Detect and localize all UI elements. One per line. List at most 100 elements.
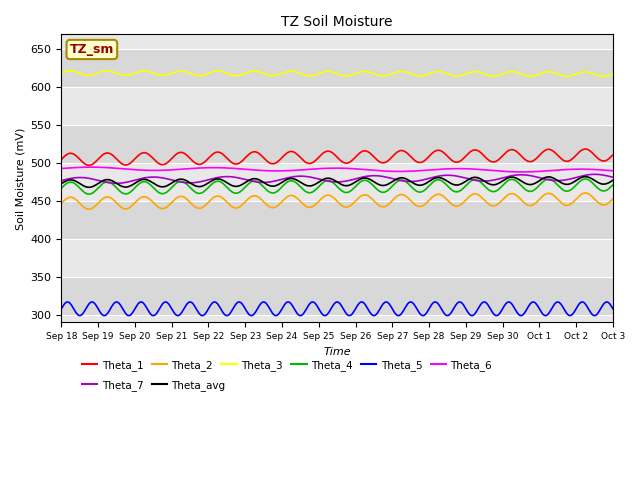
Theta_avg bbox=[357, 176, 365, 182]
Theta_avg bbox=[58, 181, 65, 187]
Theta_5 bbox=[358, 299, 366, 305]
Theta_1 bbox=[581, 146, 589, 152]
Y-axis label: Soil Moisture (mV): Soil Moisture (mV) bbox=[15, 127, 25, 229]
Theta_2 bbox=[58, 201, 65, 206]
Theta_7 bbox=[591, 171, 599, 177]
Theta_avg bbox=[511, 175, 518, 180]
X-axis label: Time: Time bbox=[323, 347, 351, 357]
Theta_5 bbox=[512, 307, 520, 313]
Theta_5 bbox=[388, 305, 396, 311]
Theta_4 bbox=[511, 177, 518, 183]
Theta_4 bbox=[598, 188, 605, 193]
Theta_avg bbox=[85, 184, 93, 190]
Theta_1 bbox=[511, 147, 518, 153]
Theta_4 bbox=[324, 178, 332, 183]
Theta_7 bbox=[357, 175, 365, 180]
Theta_6 bbox=[88, 164, 95, 170]
Theta_avg bbox=[581, 174, 589, 180]
Theta_2 bbox=[511, 192, 518, 197]
Theta_4 bbox=[321, 179, 328, 184]
Bar bbox=[61, 201, 613, 239]
Theta_3 bbox=[597, 73, 605, 79]
Line: Theta_6: Theta_6 bbox=[61, 167, 613, 172]
Theta_3 bbox=[324, 68, 332, 74]
Theta_6 bbox=[324, 166, 332, 171]
Theta_7 bbox=[598, 172, 605, 178]
Theta_4 bbox=[357, 179, 365, 184]
Theta_avg bbox=[598, 181, 605, 187]
Theta_2 bbox=[581, 190, 589, 196]
Theta_4 bbox=[609, 182, 617, 188]
Theta_4 bbox=[58, 185, 65, 191]
Line: Theta_7: Theta_7 bbox=[61, 174, 613, 183]
Theta_2 bbox=[321, 193, 328, 199]
Theta_1 bbox=[609, 152, 617, 158]
Line: Theta_1: Theta_1 bbox=[61, 149, 613, 165]
Theta_2 bbox=[85, 206, 93, 212]
Theta_7 bbox=[387, 175, 395, 181]
Theta_1 bbox=[598, 158, 605, 164]
Theta_4 bbox=[581, 176, 589, 182]
Line: Theta_2: Theta_2 bbox=[61, 193, 613, 209]
Bar bbox=[61, 239, 613, 277]
Theta_1 bbox=[85, 162, 93, 168]
Bar bbox=[61, 87, 613, 125]
Theta_3 bbox=[58, 70, 65, 76]
Theta_2 bbox=[357, 193, 365, 199]
Theta_7 bbox=[321, 178, 328, 183]
Theta_6 bbox=[387, 168, 395, 174]
Theta_avg bbox=[387, 180, 395, 185]
Theta_1 bbox=[324, 148, 332, 154]
Text: TZ_sm: TZ_sm bbox=[70, 43, 114, 56]
Theta_3 bbox=[321, 69, 328, 74]
Theta_avg bbox=[609, 178, 617, 183]
Theta_6 bbox=[609, 168, 617, 174]
Theta_7 bbox=[58, 178, 65, 183]
Bar bbox=[61, 163, 613, 201]
Theta_avg bbox=[324, 175, 332, 181]
Theta_5 bbox=[609, 306, 617, 312]
Theta_1 bbox=[58, 156, 65, 162]
Legend: Theta_7, Theta_avg: Theta_7, Theta_avg bbox=[77, 376, 230, 395]
Theta_5 bbox=[598, 304, 605, 310]
Theta_3 bbox=[357, 69, 365, 75]
Theta_6 bbox=[598, 167, 605, 173]
Theta_5 bbox=[325, 310, 333, 315]
Theta_4 bbox=[387, 185, 395, 191]
Theta_3 bbox=[600, 73, 608, 79]
Theta_6 bbox=[518, 169, 526, 175]
Theta_1 bbox=[357, 149, 365, 155]
Theta_7 bbox=[609, 174, 617, 180]
Theta_6 bbox=[321, 166, 328, 171]
Theta_7 bbox=[113, 180, 120, 186]
Theta_6 bbox=[511, 169, 518, 175]
Line: Theta_5: Theta_5 bbox=[61, 302, 613, 315]
Theta_4 bbox=[85, 191, 93, 197]
Theta_2 bbox=[387, 199, 395, 205]
Bar bbox=[61, 49, 613, 87]
Theta_avg bbox=[321, 176, 328, 182]
Theta_7 bbox=[324, 178, 332, 184]
Line: Theta_3: Theta_3 bbox=[61, 71, 613, 76]
Line: Theta_avg: Theta_avg bbox=[61, 177, 613, 187]
Theta_3 bbox=[609, 71, 617, 77]
Theta_2 bbox=[324, 192, 332, 198]
Theta_1 bbox=[321, 149, 328, 155]
Line: Theta_4: Theta_4 bbox=[61, 179, 613, 194]
Title: TZ Soil Moisture: TZ Soil Moisture bbox=[282, 15, 393, 29]
Theta_5 bbox=[58, 306, 65, 312]
Theta_7 bbox=[511, 172, 518, 178]
Theta_6 bbox=[58, 166, 65, 171]
Theta_5 bbox=[260, 299, 268, 305]
Bar bbox=[61, 277, 613, 315]
Theta_3 bbox=[67, 68, 74, 73]
Theta_2 bbox=[609, 196, 617, 202]
Theta_3 bbox=[387, 72, 395, 77]
Theta_5 bbox=[125, 312, 132, 318]
Theta_6 bbox=[357, 167, 365, 172]
Theta_5 bbox=[322, 312, 330, 318]
Theta_3 bbox=[511, 69, 518, 75]
Theta_2 bbox=[598, 202, 605, 207]
Theta_1 bbox=[387, 156, 395, 161]
Bar bbox=[61, 125, 613, 163]
